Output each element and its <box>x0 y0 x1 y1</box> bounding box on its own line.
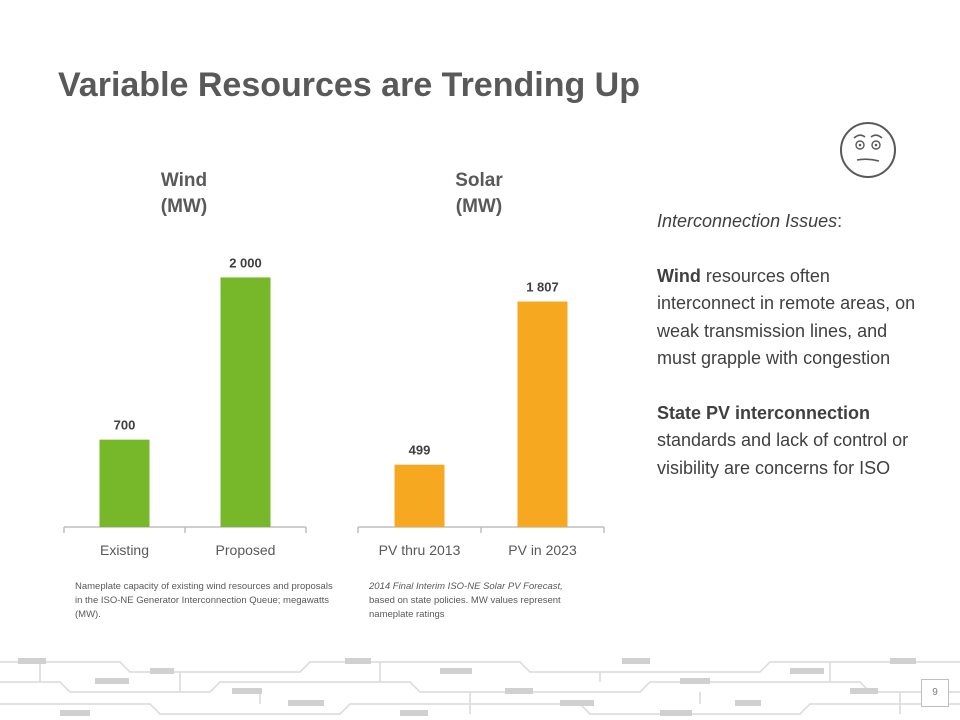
wind-chart-title-text: Wind <box>160 170 208 191</box>
solar-category-label-1: PV in 2023 <box>508 542 577 558</box>
state-pv-issue-text: standards and lack of control or visibil… <box>657 430 909 478</box>
wind-footnote: Nameplate capacity of existing wind reso… <box>75 581 333 620</box>
solar-footnote-text: based on state policies. MW values repre… <box>369 595 561 620</box>
wind-bar-0 <box>99 439 150 527</box>
wind-chart-unit: (MW) <box>160 196 208 217</box>
solar-chart-title: Solar (MW) <box>409 168 549 220</box>
solar-data-label-0: 499 <box>409 443 431 458</box>
solar-footnote-source: 2014 Final Interim ISO-NE Solar PV Forec… <box>369 581 563 592</box>
solar-data-label-1: 1 807 <box>526 280 559 295</box>
page-number: 9 <box>921 679 949 707</box>
state-pv-issue-bold: State PV interconnection <box>657 402 871 423</box>
solar-category-label-0: PV thru 2013 <box>379 542 461 558</box>
slide-title: Variable Resources are Trending Up <box>58 66 641 104</box>
wind-data-label-1: 2 000 <box>229 255 262 270</box>
interconnection-heading-text: Interconnection Issues <box>657 211 838 231</box>
solar-bar-0 <box>394 464 445 527</box>
wind-issue-text: resources often interconnect in remote a… <box>657 265 916 369</box>
interconnection-heading-colon: : <box>837 211 843 231</box>
face-icon <box>840 122 896 178</box>
solar-bar-1 <box>517 301 568 527</box>
solar-chart-title-text: Solar <box>455 170 503 191</box>
wind-issue-bold: Wind <box>657 265 701 286</box>
state-pv-issue-paragraph: State PV interconnection standards and l… <box>657 400 927 483</box>
wind-category-label-0: Existing <box>100 542 149 558</box>
circuit-decoration <box>0 658 960 716</box>
solar-chart-unit: (MW) <box>455 196 503 217</box>
wind-issue-paragraph: Wind resources often interconnect in rem… <box>657 263 927 373</box>
wind-chart-title: Wind (MW) <box>114 168 254 220</box>
wind-category-label-1: Proposed <box>216 542 276 558</box>
solar-footnote: 2014 Final Interim ISO-NE Solar PV Forec… <box>369 580 589 622</box>
wind-data-label-0: 700 <box>114 418 136 433</box>
wind-bar-1 <box>220 277 271 527</box>
interconnection-heading: Interconnection Issues: <box>657 208 927 236</box>
interconnection-issues-panel: Interconnection Issues: Wind resources o… <box>657 208 927 509</box>
